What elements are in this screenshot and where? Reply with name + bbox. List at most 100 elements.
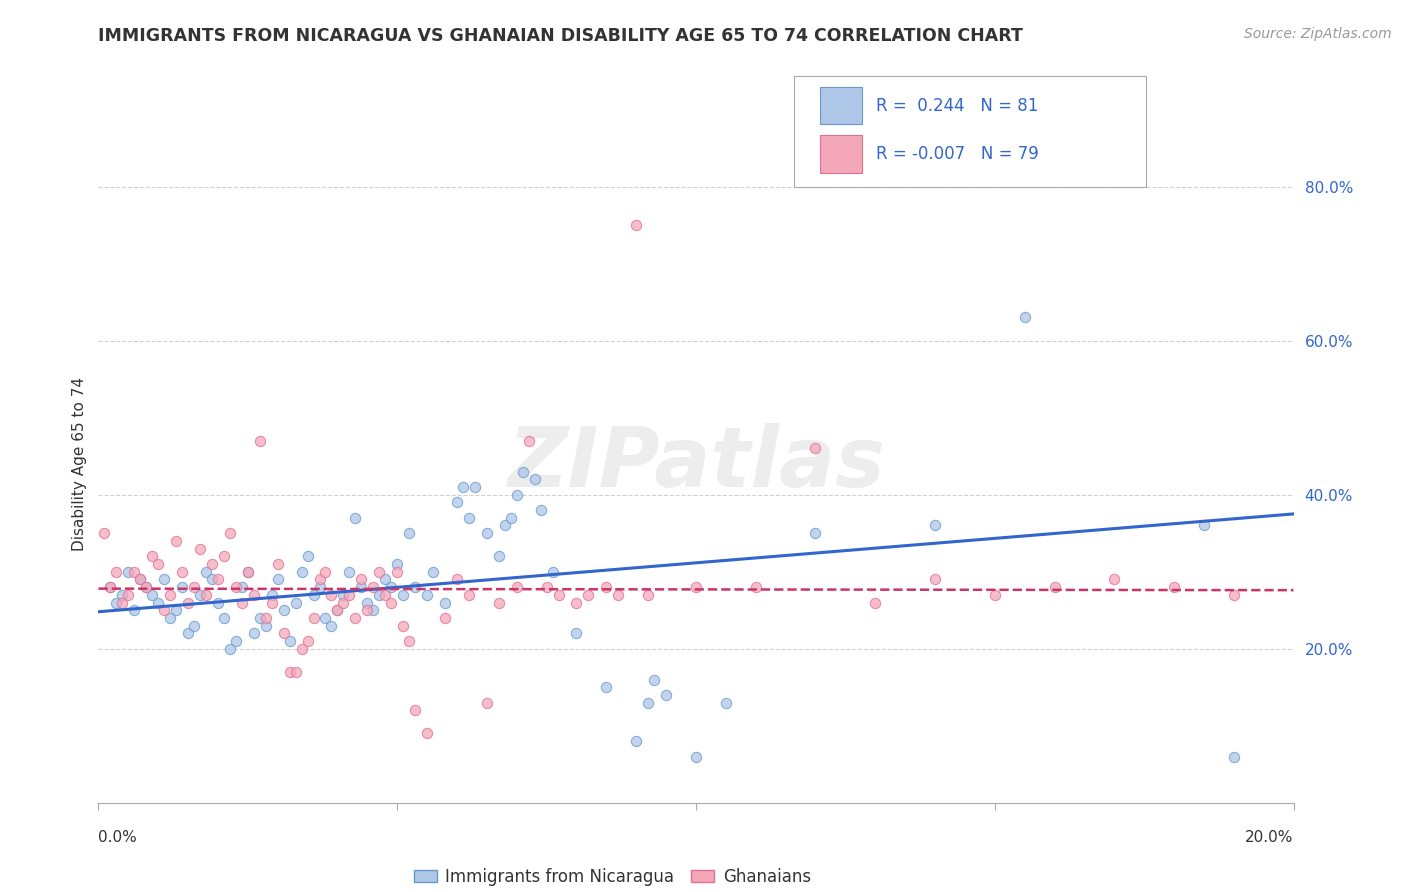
Point — [290, 641, 312, 656]
Point — [1043, 580, 1066, 594]
Point — [924, 573, 946, 587]
Point — [284, 595, 307, 609]
Point — [278, 634, 301, 648]
Point — [339, 588, 360, 602]
Point — [475, 526, 498, 541]
Point — [332, 595, 354, 609]
Point — [321, 588, 343, 602]
Text: 0.0%: 0.0% — [98, 830, 138, 845]
Point — [1163, 580, 1185, 594]
Point — [98, 580, 122, 594]
Point — [212, 611, 235, 625]
Point — [249, 434, 271, 448]
Point — [117, 588, 139, 602]
Point — [368, 565, 391, 579]
Point — [446, 495, 468, 509]
Point — [159, 611, 181, 625]
Point — [924, 518, 946, 533]
Point — [273, 626, 295, 640]
Point — [243, 626, 266, 640]
Point — [865, 595, 887, 609]
Point — [506, 488, 529, 502]
Point — [363, 580, 385, 594]
Point — [117, 565, 139, 579]
Point — [685, 749, 707, 764]
Point — [141, 549, 163, 564]
Point — [278, 665, 301, 679]
Point — [148, 557, 170, 571]
Point — [392, 618, 415, 632]
Point — [231, 595, 253, 609]
Point — [129, 573, 152, 587]
Point — [804, 526, 827, 541]
Point — [368, 588, 391, 602]
Point — [308, 580, 330, 594]
Point — [93, 526, 115, 541]
Point — [135, 580, 157, 594]
Point — [385, 557, 409, 571]
Point — [172, 580, 194, 594]
Point — [398, 526, 420, 541]
Point — [595, 680, 617, 694]
Point — [446, 573, 468, 587]
Text: R = -0.007   N = 79: R = -0.007 N = 79 — [876, 145, 1039, 163]
Point — [219, 641, 242, 656]
Point — [308, 573, 330, 587]
Y-axis label: Disability Age 65 to 74: Disability Age 65 to 74 — [72, 376, 87, 551]
Point — [225, 634, 247, 648]
Point — [183, 580, 205, 594]
Point — [547, 588, 569, 602]
Point — [165, 603, 187, 617]
Point — [135, 580, 157, 594]
Point — [201, 557, 224, 571]
Point — [267, 557, 290, 571]
Point — [416, 726, 439, 740]
Point — [188, 541, 211, 556]
Point — [339, 565, 360, 579]
Point — [475, 696, 498, 710]
Point — [517, 434, 540, 448]
Point — [392, 588, 415, 602]
Point — [207, 573, 229, 587]
Point — [1192, 518, 1215, 533]
Point — [290, 565, 312, 579]
Point — [243, 588, 266, 602]
Point — [350, 573, 373, 587]
Point — [148, 595, 170, 609]
Point — [284, 665, 307, 679]
Point — [541, 565, 564, 579]
Point — [380, 595, 402, 609]
Point — [499, 510, 522, 524]
Point — [236, 565, 259, 579]
Point — [374, 573, 396, 587]
Point — [129, 573, 152, 587]
Point — [177, 626, 200, 640]
Point — [458, 588, 481, 602]
Point — [416, 588, 439, 602]
Point — [165, 533, 187, 548]
Point — [714, 696, 737, 710]
Point — [643, 673, 665, 687]
Point — [398, 634, 420, 648]
Legend: Immigrants from Nicaragua, Ghanaians: Immigrants from Nicaragua, Ghanaians — [408, 862, 817, 892]
Point — [637, 588, 659, 602]
Point — [451, 480, 474, 494]
Point — [105, 565, 128, 579]
Point — [624, 734, 647, 748]
Point — [356, 595, 378, 609]
Text: 20.0%: 20.0% — [1246, 830, 1294, 845]
Point — [212, 549, 235, 564]
Point — [194, 588, 218, 602]
Point — [321, 618, 343, 632]
Point — [124, 565, 146, 579]
Point — [434, 611, 457, 625]
Point — [273, 603, 295, 617]
Point — [207, 595, 229, 609]
Point — [297, 549, 319, 564]
Point — [172, 565, 194, 579]
Point — [332, 588, 354, 602]
Point — [1223, 749, 1246, 764]
Point — [350, 580, 373, 594]
Point — [111, 588, 134, 602]
Point — [464, 480, 486, 494]
